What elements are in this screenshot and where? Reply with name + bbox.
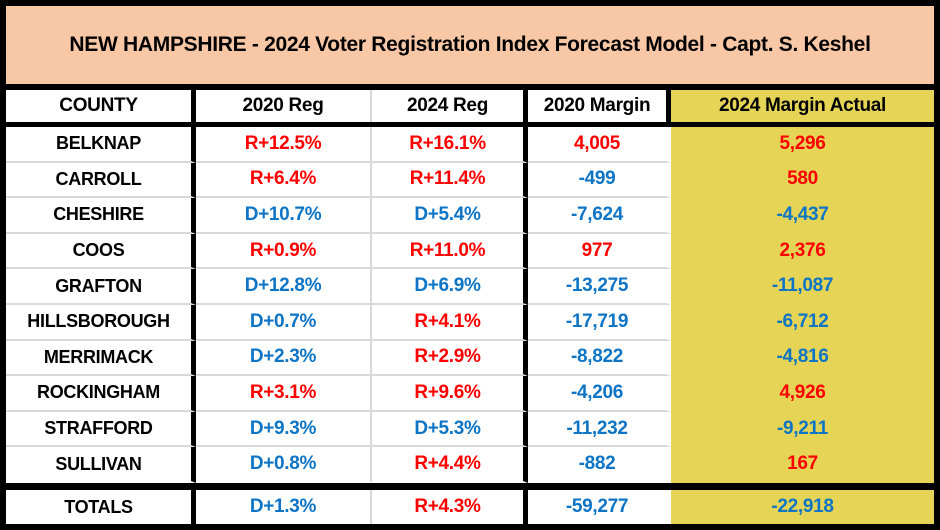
column-header-2024-margin-actual: 2024 Margin Actual bbox=[671, 90, 934, 122]
county-name-cell: CHESHIRE bbox=[6, 198, 196, 234]
margin-2024-actual-cell: 580 bbox=[671, 162, 934, 199]
reg-2024-cell: D+6.9% bbox=[372, 269, 528, 305]
reg-2024-cell: D+5.4% bbox=[372, 198, 528, 234]
totals-separator bbox=[6, 483, 934, 490]
margin-2020-cell: -17,719 bbox=[528, 304, 671, 341]
reg-2020-cell: D+9.3% bbox=[196, 411, 372, 448]
reg-2024-cell: D+5.3% bbox=[372, 411, 528, 448]
totals-2024-margin-actual: -22,918 bbox=[671, 490, 934, 524]
column-header-2024-reg: 2024 Reg bbox=[372, 90, 528, 122]
reg-2020-cell: D+0.8% bbox=[196, 447, 372, 483]
margin-2020-cell: -7,624 bbox=[528, 198, 671, 234]
table-row: HILLSBOROUGH D+0.7% R+4.1% -17,719 -6,71… bbox=[6, 304, 934, 341]
margin-2024-actual-cell: -6,712 bbox=[671, 304, 934, 341]
county-name-cell: CARROLL bbox=[6, 162, 196, 199]
reg-2020-cell: D+10.7% bbox=[196, 198, 372, 234]
totals-2024-reg: R+4.3% bbox=[372, 490, 528, 524]
margin-2020-cell: -8,822 bbox=[528, 340, 671, 377]
reg-2024-cell: R+11.0% bbox=[372, 233, 528, 270]
reg-2020-cell: R+6.4% bbox=[196, 162, 372, 199]
reg-2024-cell: R+4.4% bbox=[372, 447, 528, 483]
totals-2020-reg: D+1.3% bbox=[196, 490, 372, 524]
reg-2020-cell: D+12.8% bbox=[196, 269, 372, 305]
table-body: BELKNAP R+12.5% R+16.1% 4,005 5,296 CARR… bbox=[6, 127, 934, 483]
reg-2024-cell: R+9.6% bbox=[372, 376, 528, 412]
county-name-cell: ROCKINGHAM bbox=[6, 376, 196, 412]
table-row: COOS R+0.9% R+11.0% 977 2,376 bbox=[6, 233, 934, 270]
county-name-cell: COOS bbox=[6, 233, 196, 270]
county-name-cell: STRAFFORD bbox=[6, 411, 196, 448]
margin-2020-cell: 4,005 bbox=[528, 127, 671, 163]
page-title: NEW HAMPSHIRE - 2024 Voter Registration … bbox=[69, 33, 871, 56]
table-header-row: COUNTY 2020 Reg 2024 Reg 2020 Margin 202… bbox=[6, 90, 934, 127]
reg-2020-cell: R+12.5% bbox=[196, 127, 372, 163]
margin-2024-actual-cell: 4,926 bbox=[671, 376, 934, 412]
county-name-cell: SULLIVAN bbox=[6, 447, 196, 483]
title-bar: NEW HAMPSHIRE - 2024 Voter Registration … bbox=[6, 6, 934, 90]
margin-2024-actual-cell: -9,211 bbox=[671, 411, 934, 448]
margin-2024-actual-cell: 2,376 bbox=[671, 233, 934, 270]
county-name-cell: BELKNAP bbox=[6, 127, 196, 163]
margin-2020-cell: -11,232 bbox=[528, 411, 671, 448]
county-name-cell: GRAFTON bbox=[6, 269, 196, 305]
reg-2020-cell: R+3.1% bbox=[196, 376, 372, 412]
column-header-2020-margin: 2020 Margin bbox=[528, 90, 671, 122]
table-row: STRAFFORD D+9.3% D+5.3% -11,232 -9,211 bbox=[6, 411, 934, 448]
margin-2024-actual-cell: 167 bbox=[671, 447, 934, 483]
margin-2020-cell: 977 bbox=[528, 233, 671, 270]
column-header-2020-reg: 2020 Reg bbox=[196, 90, 372, 122]
margin-2024-actual-cell: 5,296 bbox=[671, 127, 934, 163]
totals-row: TOTALS D+1.3% R+4.3% -59,277 -22,918 bbox=[6, 490, 934, 524]
margin-2020-cell: -13,275 bbox=[528, 269, 671, 305]
reg-2020-cell: D+0.7% bbox=[196, 304, 372, 341]
column-header-county: COUNTY bbox=[6, 90, 196, 122]
table-row: ROCKINGHAM R+3.1% R+9.6% -4,206 4,926 bbox=[6, 376, 934, 412]
table-row: CHESHIRE D+10.7% D+5.4% -7,624 -4,437 bbox=[6, 198, 934, 234]
margin-2020-cell: -882 bbox=[528, 447, 671, 483]
county-name-cell: MERRIMACK bbox=[6, 340, 196, 377]
totals-2020-margin: -59,277 bbox=[528, 490, 671, 524]
reg-2024-cell: R+16.1% bbox=[372, 127, 528, 163]
margin-2024-actual-cell: -4,816 bbox=[671, 340, 934, 377]
reg-2024-cell: R+4.1% bbox=[372, 304, 528, 341]
table-row: BELKNAP R+12.5% R+16.1% 4,005 5,296 bbox=[6, 127, 934, 163]
reg-2020-cell: R+0.9% bbox=[196, 233, 372, 270]
reg-2024-cell: R+2.9% bbox=[372, 340, 528, 377]
margin-2020-cell: -4,206 bbox=[528, 376, 671, 412]
table-row: SULLIVAN D+0.8% R+4.4% -882 167 bbox=[6, 447, 934, 483]
table-row: MERRIMACK D+2.3% R+2.9% -8,822 -4,816 bbox=[6, 340, 934, 377]
margin-2020-cell: -499 bbox=[528, 162, 671, 199]
totals-label: TOTALS bbox=[6, 490, 196, 524]
reg-2020-cell: D+2.3% bbox=[196, 340, 372, 377]
margin-2024-actual-cell: -11,087 bbox=[671, 269, 934, 305]
county-name-cell: HILLSBOROUGH bbox=[6, 304, 196, 341]
table-row: GRAFTON D+12.8% D+6.9% -13,275 -11,087 bbox=[6, 269, 934, 305]
margin-2024-actual-cell: -4,437 bbox=[671, 198, 934, 234]
reg-2024-cell: R+11.4% bbox=[372, 162, 528, 199]
table-row: CARROLL R+6.4% R+11.4% -499 580 bbox=[6, 162, 934, 199]
